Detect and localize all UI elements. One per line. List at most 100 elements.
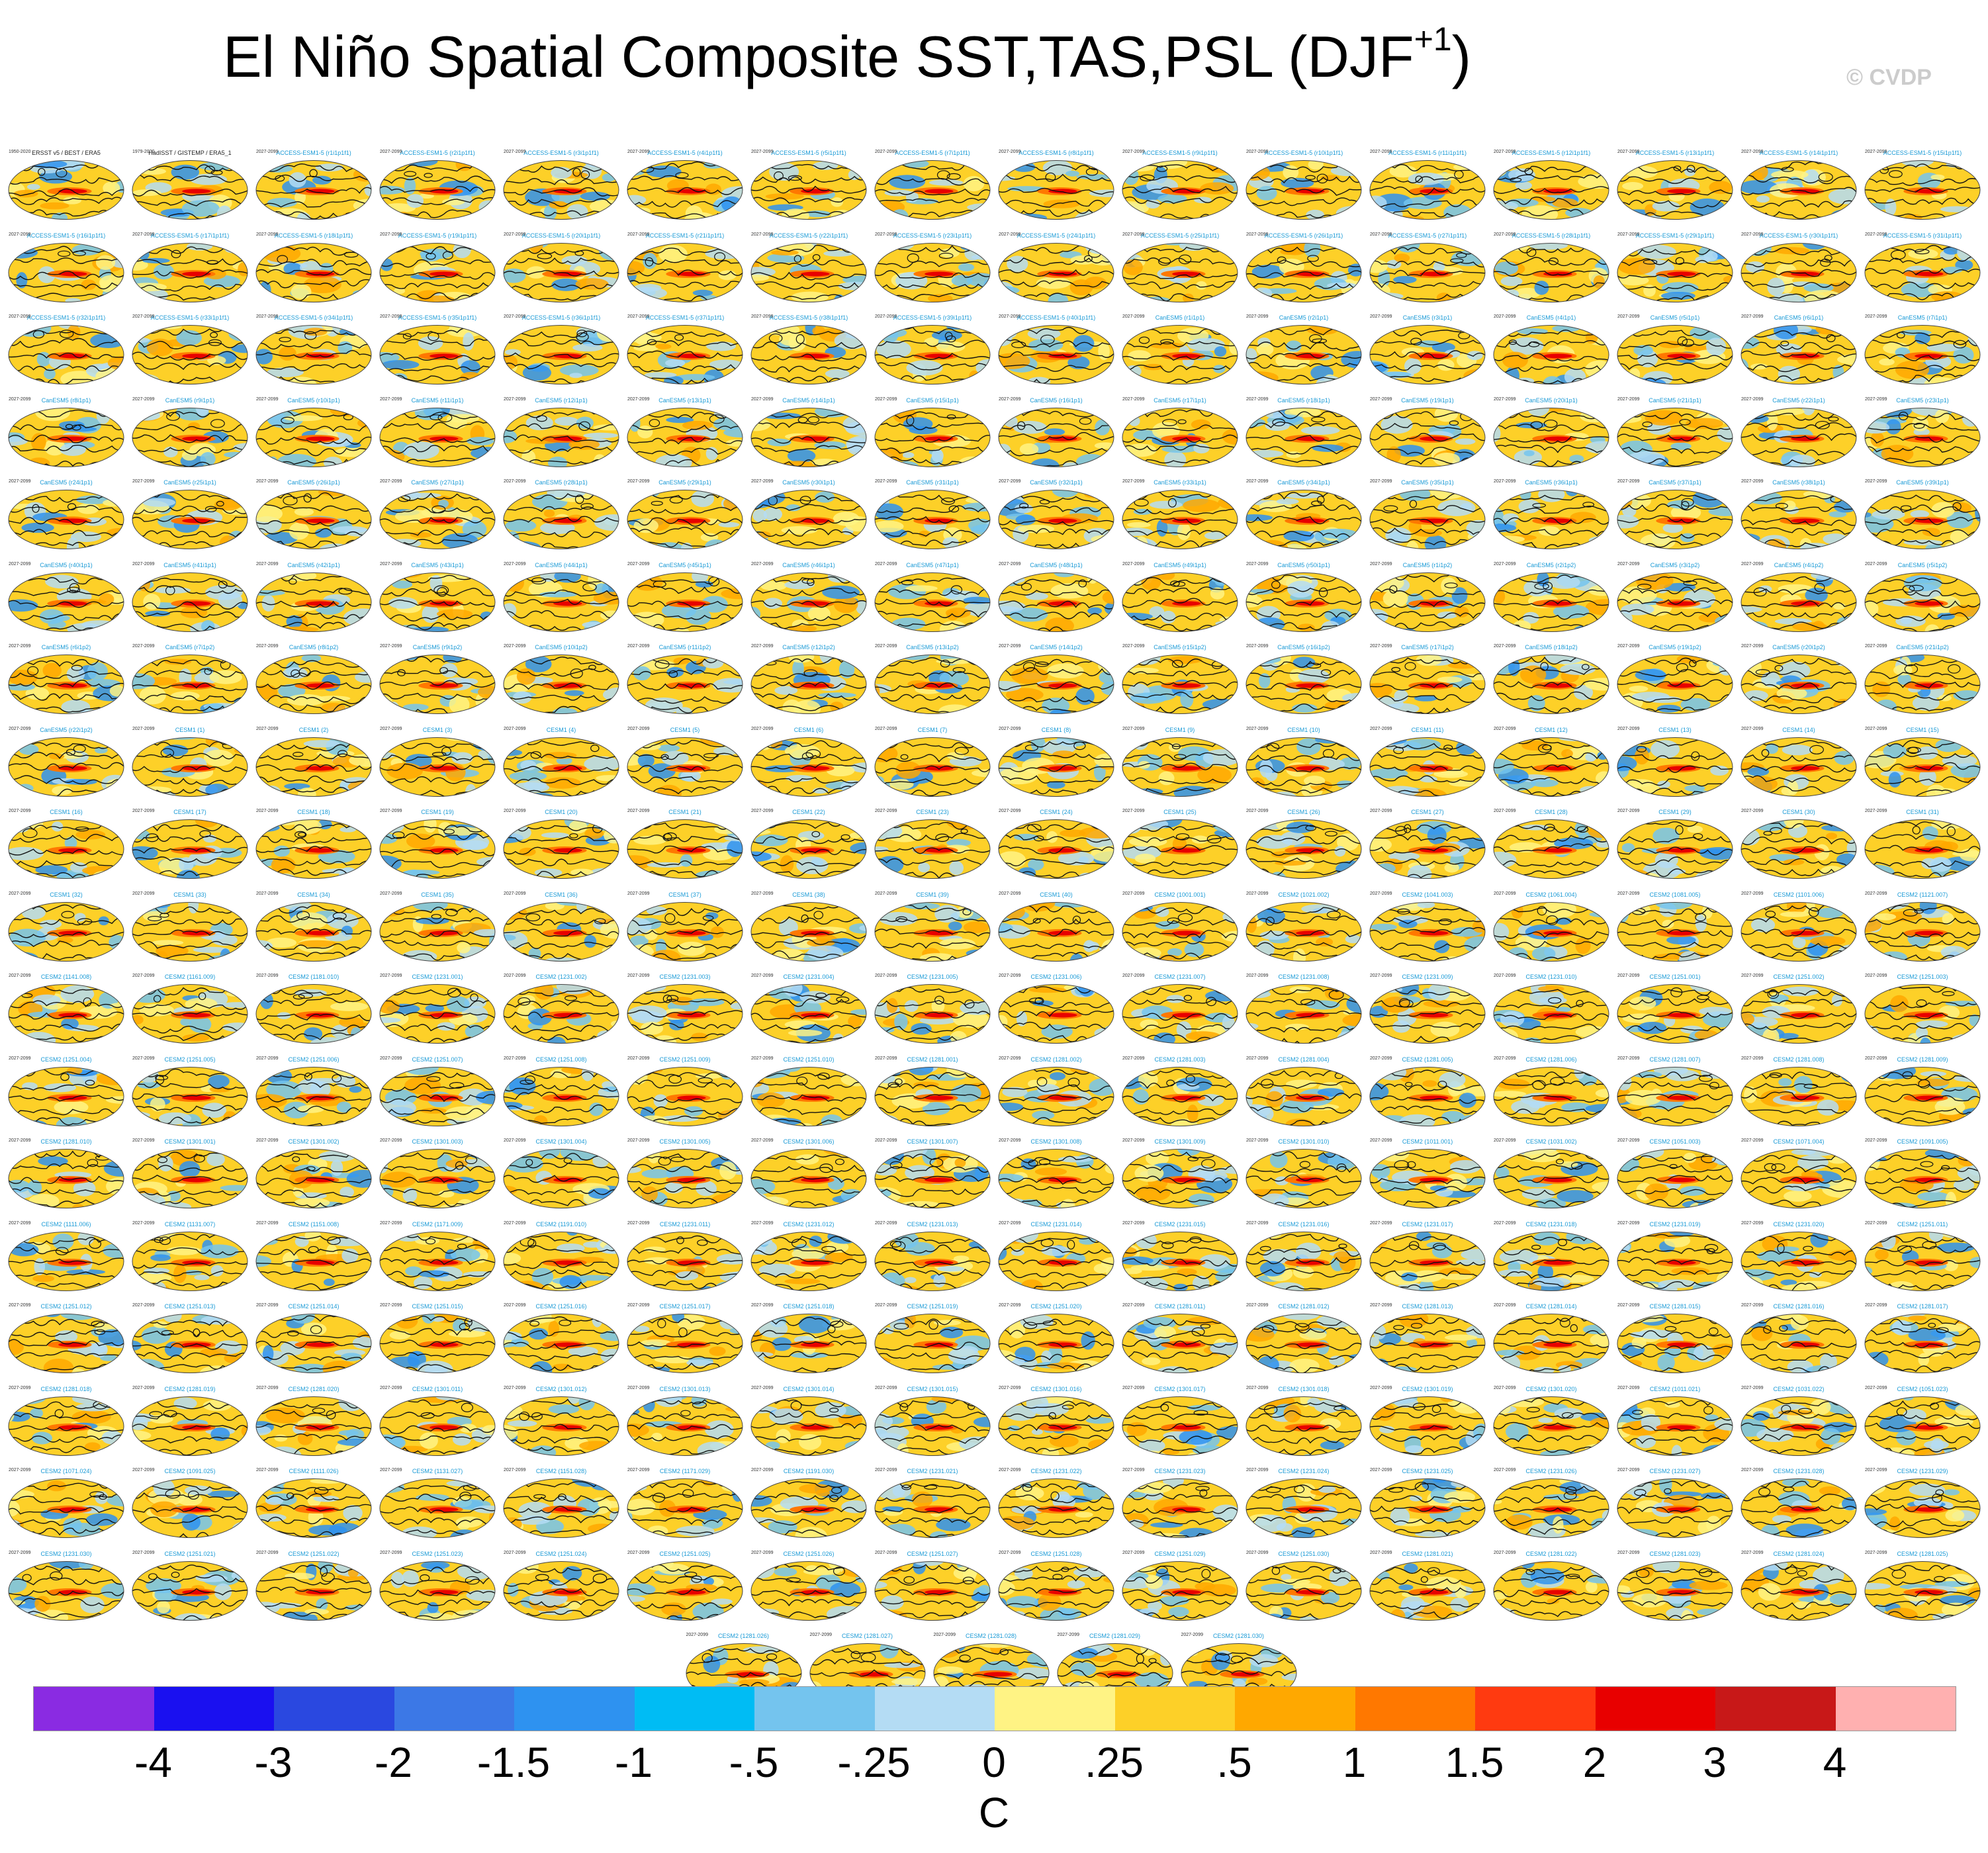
anomaly-patch bbox=[1183, 498, 1220, 512]
anomaly-patch bbox=[1347, 408, 1362, 416]
anomaly-patch bbox=[315, 163, 343, 172]
panel-years: 2027-2099 bbox=[132, 973, 155, 978]
psl-contour bbox=[1369, 432, 1486, 441]
map-border bbox=[627, 325, 743, 384]
psl-contour bbox=[132, 257, 248, 265]
anomaly-patch bbox=[503, 457, 522, 465]
psl-contour-ring bbox=[675, 172, 689, 179]
psl-contour bbox=[1245, 353, 1362, 360]
psl-contour-ring bbox=[944, 332, 953, 340]
anomaly-patch bbox=[287, 377, 317, 384]
anomaly-patch bbox=[566, 204, 588, 220]
psl-contour-ring bbox=[647, 339, 657, 345]
psl-contour-ring bbox=[1815, 420, 1830, 429]
anomaly-patch bbox=[394, 287, 406, 294]
chart-title-text: El Niño Spatial Composite SST,TAS,PSL (D… bbox=[222, 24, 1414, 89]
panel-years: 2027-2099 bbox=[256, 644, 279, 649]
anomaly-patch bbox=[392, 580, 413, 588]
map-panel: CESM2 (1181.010) 2027-2099 bbox=[255, 973, 373, 1045]
panel-title: ACCESS-ESM1-5 (r32i1p1f1) bbox=[26, 314, 106, 321]
anomaly-patch bbox=[1053, 572, 1076, 577]
panel-years: 2027-2099 bbox=[132, 232, 155, 237]
psl-contour-ring bbox=[799, 496, 811, 505]
anomaly-patch bbox=[1131, 946, 1161, 959]
psl-contour-ring bbox=[1140, 174, 1155, 181]
map-panel: CanESM5 (r30i1p1) 2027-2099 bbox=[750, 479, 868, 551]
anomaly-patch bbox=[1286, 821, 1315, 833]
anomaly-patch bbox=[279, 346, 296, 361]
psl-contour-ring bbox=[788, 175, 803, 181]
anomaly-patch bbox=[784, 580, 815, 589]
anomaly-patch bbox=[1778, 365, 1801, 383]
psl-contour bbox=[627, 424, 743, 432]
warm-core bbox=[1048, 189, 1077, 194]
anomaly-patch bbox=[1634, 748, 1650, 764]
robinson-map bbox=[1493, 737, 1609, 797]
anomaly-patch bbox=[418, 336, 443, 351]
anomaly-patch bbox=[410, 531, 432, 538]
panel-title: ACCESS-ESM1-5 (r25i1p1f1) bbox=[1140, 232, 1220, 239]
psl-contour bbox=[255, 268, 372, 275]
anomaly-patch bbox=[1226, 293, 1238, 298]
warm-core bbox=[1667, 353, 1696, 359]
robinson-map bbox=[750, 655, 867, 714]
robinson-map bbox=[1369, 325, 1486, 384]
panel-title: CanESM5 (r33i1p1) bbox=[1153, 479, 1206, 486]
map-panel: CESM1 (31) 2027-2099 bbox=[1864, 809, 1981, 880]
psl-contour bbox=[750, 175, 867, 184]
anomaly-patch bbox=[132, 409, 160, 421]
warm-core bbox=[677, 189, 706, 194]
psl-contour bbox=[1369, 281, 1486, 288]
anomaly-patch bbox=[750, 629, 770, 631]
panel-years: 2027-2099 bbox=[256, 561, 279, 566]
anomaly-patch bbox=[1900, 160, 1934, 167]
map-border bbox=[1493, 407, 1609, 467]
anomaly-patch bbox=[1866, 819, 1901, 824]
psl-contour bbox=[1245, 197, 1362, 206]
psl-contour bbox=[627, 600, 743, 610]
robinson-map bbox=[8, 737, 124, 797]
panel-title: CanESM5 (r8i1p1) bbox=[41, 396, 91, 404]
psl-contour bbox=[255, 258, 372, 267]
robinson-map bbox=[874, 160, 991, 220]
psl-contour bbox=[627, 364, 743, 373]
map-panel: CESM2 (1231.009) 2027-2099 bbox=[1369, 973, 1486, 1045]
psl-contour bbox=[1493, 353, 1609, 362]
psl-contour bbox=[750, 435, 867, 443]
anomaly-patch bbox=[1019, 443, 1039, 455]
map-border bbox=[998, 490, 1114, 549]
anomaly-patch bbox=[1717, 426, 1733, 443]
robinson-map bbox=[627, 160, 743, 220]
robinson-map bbox=[998, 242, 1114, 302]
anomaly-patch bbox=[1940, 206, 1973, 212]
anomaly-patch bbox=[1467, 246, 1486, 251]
anomaly-patch bbox=[714, 825, 739, 835]
anomaly-patch bbox=[236, 987, 248, 998]
map-border bbox=[1245, 572, 1362, 632]
anomaly-patch bbox=[312, 175, 332, 185]
anomaly-patch bbox=[303, 328, 328, 336]
panel-years: 2027-2099 bbox=[999, 809, 1021, 813]
robinson-map bbox=[503, 572, 619, 632]
panel-years: 2027-2099 bbox=[1370, 232, 1392, 237]
panel-years: 2027-2099 bbox=[999, 644, 1021, 649]
robinson-map bbox=[1617, 901, 1733, 962]
panel-title: ACCESS-ESM1-5 (r13i1p1f1) bbox=[1635, 150, 1715, 156]
psl-contour-ring bbox=[946, 173, 961, 180]
panel-years: 2027-2099 bbox=[380, 396, 402, 402]
psl-contour bbox=[998, 257, 1114, 266]
robinson-map bbox=[1740, 901, 1857, 962]
panel-years: 2027-2099 bbox=[1370, 809, 1392, 813]
psl-contour bbox=[255, 436, 372, 445]
psl-contour bbox=[503, 257, 619, 265]
psl-contour bbox=[1617, 424, 1733, 431]
panel-title: CanESM5 (r9i1p1) bbox=[165, 396, 215, 404]
anomaly-patch bbox=[1594, 459, 1608, 467]
warm-core bbox=[1296, 518, 1325, 523]
anomaly-patch bbox=[1007, 186, 1046, 192]
anomaly-patch bbox=[1122, 702, 1138, 714]
psl-contour bbox=[1493, 444, 1609, 453]
panel-title: CanESM5 (r17i1p1) bbox=[1153, 396, 1206, 404]
anomaly-patch bbox=[1926, 343, 1962, 352]
robinson-map bbox=[379, 901, 496, 962]
